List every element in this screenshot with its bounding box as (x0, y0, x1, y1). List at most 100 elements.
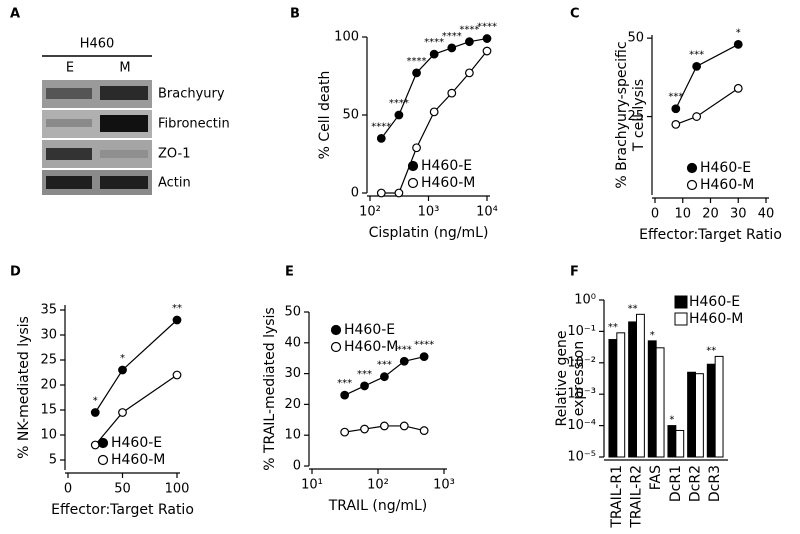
legend-marker (97, 437, 109, 449)
legend-marker (686, 162, 698, 174)
marker (419, 426, 429, 435)
significance: **** (389, 98, 409, 109)
y-axis-label: % Cell death (317, 71, 333, 160)
cell-line: H460 (80, 37, 115, 52)
x-tick-label: DcR2 (688, 465, 704, 502)
y-tick-label: 25 (627, 109, 644, 124)
marker (692, 61, 702, 71)
legend-marker (330, 341, 342, 353)
band (46, 119, 92, 127)
band (46, 148, 92, 160)
marker (482, 46, 492, 56)
x-axis-label: Effector:Target Ratio (51, 502, 194, 518)
panel-letter: E (285, 265, 294, 280)
y-tick-label: 35 (40, 303, 57, 318)
legend-label: H460-M (111, 452, 165, 468)
significance: **** (371, 121, 391, 132)
marker (118, 408, 127, 417)
marker (482, 34, 492, 43)
band (100, 86, 148, 100)
x-tick-label: DcR3 (707, 465, 723, 502)
legend-label: H460-M (421, 175, 475, 191)
x-tick-label: 50 (114, 482, 131, 497)
x-tick-label: 10² (367, 478, 389, 493)
panel-letter: D (10, 265, 21, 280)
y-tick-label: 20 (40, 378, 57, 393)
legend-marker (686, 179, 698, 191)
x-axis-label: Cisplatin (ng/mL) (369, 225, 489, 241)
legend-label: H460-M (700, 177, 754, 193)
bar (667, 425, 677, 458)
y-tick-label: 10 (284, 428, 301, 443)
legend-label: H460-E (421, 158, 472, 174)
panel-letter: A (10, 7, 20, 22)
significance: *** (668, 92, 683, 103)
significance: *** (397, 344, 412, 355)
marker (464, 68, 474, 78)
band-label: Actin (158, 176, 191, 191)
lane-label: M (119, 61, 130, 76)
y-tick-label: 10⁰ (574, 293, 596, 308)
bar (647, 340, 657, 458)
legend-label: H460-E (689, 294, 740, 310)
bar (695, 373, 704, 458)
x-tick-label: 40 (758, 207, 775, 222)
y-tick-label: 30 (284, 366, 301, 381)
y-axis-label: expression (571, 341, 587, 417)
legend-swatch (674, 312, 688, 326)
x-tick-label: 30 (730, 207, 747, 222)
marker (394, 110, 404, 120)
significance: * (120, 353, 125, 364)
series-line (675, 87, 739, 125)
marker (90, 408, 100, 417)
y-tick-label: 10⁻⁵ (567, 450, 596, 465)
band (100, 176, 148, 189)
significance: *** (377, 360, 392, 371)
x-tick-label: 0 (651, 207, 659, 222)
x-tick-label: 20 (702, 207, 719, 222)
significance: *** (689, 49, 704, 60)
y-tick-label: 15 (40, 403, 57, 418)
marker (692, 112, 702, 121)
x-tick-label: 0 (64, 482, 72, 497)
bar (628, 321, 638, 458)
marker (172, 370, 182, 380)
marker (172, 315, 182, 325)
x-axis-label: Effector:Target Ratio (639, 227, 782, 243)
marker (671, 104, 681, 114)
y-tick-label: 10⁻¹ (567, 324, 596, 339)
marker (412, 68, 421, 78)
significance: **** (407, 56, 427, 67)
marker (419, 352, 429, 362)
band (46, 176, 92, 189)
band-label: Fibronectin (158, 117, 230, 132)
legend-label: H460-E (700, 160, 751, 176)
y-tick-label: 40 (284, 335, 301, 350)
y-tick-label: 50 (627, 31, 644, 46)
band-label: Brachyury (158, 87, 225, 102)
y-axis-label: T cell lysis (631, 79, 647, 152)
y-tick-label: 10⁻² (567, 355, 596, 370)
series-line (675, 43, 739, 109)
marker (429, 49, 439, 59)
x-tick-label: 100 (165, 482, 190, 497)
x-tick-label: 10 (674, 207, 691, 222)
legend-marker (407, 160, 419, 172)
legend-marker (330, 324, 342, 336)
x-tick-label: 10⁴ (476, 205, 498, 220)
marker (733, 40, 743, 49)
marker (464, 37, 474, 47)
x-tick-label: DcR1 (668, 465, 684, 502)
significance: * (736, 27, 741, 38)
band (100, 150, 148, 158)
y-tick-label: 50 (284, 305, 301, 320)
western-blot: A H460 E M Brachyury Fibronectin ZO-1 Ac… (10, 7, 230, 195)
significance: *** (337, 378, 352, 389)
y-tick-label: 5 (49, 453, 57, 468)
significance: * (650, 330, 655, 341)
y-tick-label: 25 (40, 353, 57, 368)
significance: ** (706, 345, 716, 356)
x-axis-label: TRAIL (ng/mL) (328, 498, 428, 514)
marker (360, 424, 369, 434)
